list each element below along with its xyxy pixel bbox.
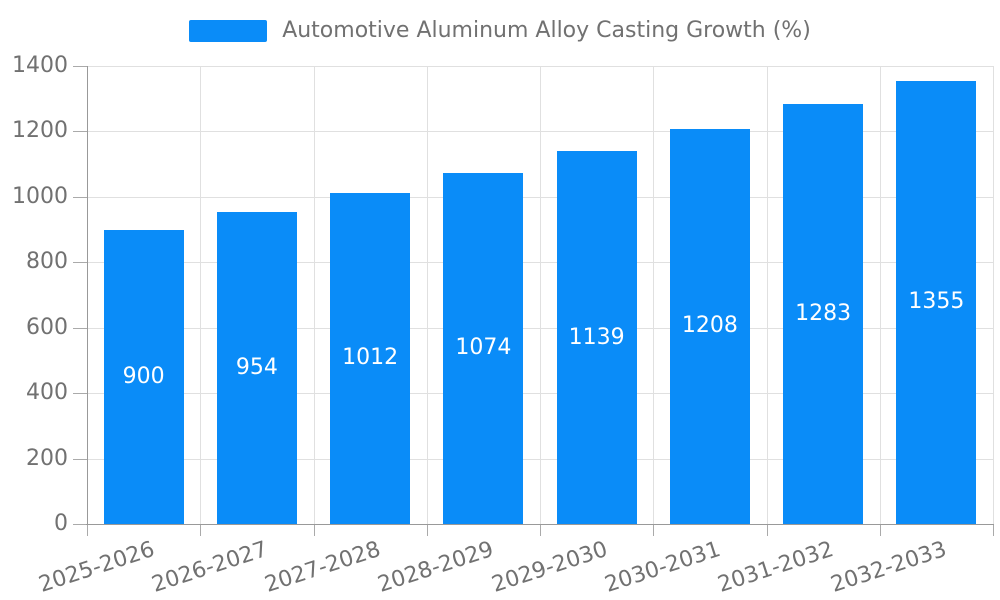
y-axis-tick (73, 131, 87, 133)
x-axis-tick (426, 524, 428, 536)
gridline-vertical (766, 66, 768, 524)
x-axis-tick (200, 524, 202, 536)
x-axis-tick (879, 524, 881, 536)
x-axis-label: 2026-2027 (148, 537, 271, 598)
y-axis-tick (73, 196, 87, 198)
bar-value-label: 1139 (568, 324, 625, 350)
bar[interactable] (216, 211, 297, 524)
bar[interactable] (669, 128, 750, 524)
gridline-vertical (540, 66, 541, 524)
x-axis-tick (313, 524, 315, 536)
gridline-vertical (879, 66, 881, 524)
bar[interactable] (783, 104, 864, 524)
y-axis-label: 1400 (12, 53, 68, 78)
bar[interactable] (443, 172, 524, 524)
y-axis-tick (73, 524, 87, 525)
x-axis-label: 2030-2031 (601, 537, 724, 598)
y-axis-tick (73, 66, 87, 67)
bar-value-label: 954 (235, 354, 278, 380)
bar-value-label: 900 (122, 363, 165, 389)
gridline-vertical (653, 66, 655, 524)
y-axis-label: 600 (26, 314, 68, 340)
x-axis-label: 2028-2029 (375, 537, 498, 598)
gridline-vertical (426, 66, 428, 524)
x-axis-tick (766, 524, 768, 536)
legend-swatch (189, 20, 268, 42)
bar-value-label: 1012 (342, 345, 399, 371)
y-axis-tick (73, 327, 87, 329)
bar[interactable] (103, 229, 184, 524)
bar[interactable] (556, 151, 637, 524)
y-axis-label: 1000 (12, 183, 68, 209)
x-axis-tick (653, 524, 655, 536)
x-axis-tick (87, 524, 88, 536)
y-axis-tick (73, 262, 87, 264)
y-axis-line (87, 66, 88, 524)
bar[interactable] (330, 192, 411, 524)
x-axis-label: 2032-2033 (828, 537, 951, 598)
x-axis-label: 2031-2032 (715, 537, 837, 598)
y-axis-label: 200 (26, 445, 68, 471)
y-axis-label: 800 (26, 249, 68, 275)
y-axis-label: 0 (54, 511, 68, 536)
legend-label: Automotive Aluminum Alloy Casting Growth… (282, 18, 811, 43)
x-axis-label: 2025-2026 (35, 537, 158, 598)
y-axis-label: 1200 (12, 118, 68, 144)
bar-value-label: 1355 (908, 289, 965, 315)
x-axis-tick (540, 524, 541, 536)
gridline-vertical (313, 66, 315, 524)
chart-legend: Automotive Aluminum Alloy Casting Growth… (0, 18, 1000, 44)
bar-value-label: 1283 (795, 301, 852, 327)
gridline-vertical (200, 66, 202, 524)
bar-value-label: 1208 (681, 313, 738, 339)
gridline-vertical (993, 66, 994, 524)
y-axis-label: 400 (26, 380, 68, 406)
y-axis-tick (73, 393, 87, 395)
plot-area: 0 200 400 600 800 1000 1200 1400 900 2025-2026 954… (12, 53, 994, 598)
x-axis-label: 2029-2030 (488, 537, 611, 598)
bar[interactable] (896, 80, 977, 524)
legend-item[interactable]: Automotive Aluminum Alloy Casting Growth… (189, 18, 811, 44)
y-axis-tick (73, 458, 87, 460)
x-axis-line (86, 524, 994, 525)
x-axis-label: 2027-2028 (262, 537, 384, 598)
bar-value-label: 1074 (455, 335, 512, 361)
x-axis-tick (993, 524, 994, 536)
